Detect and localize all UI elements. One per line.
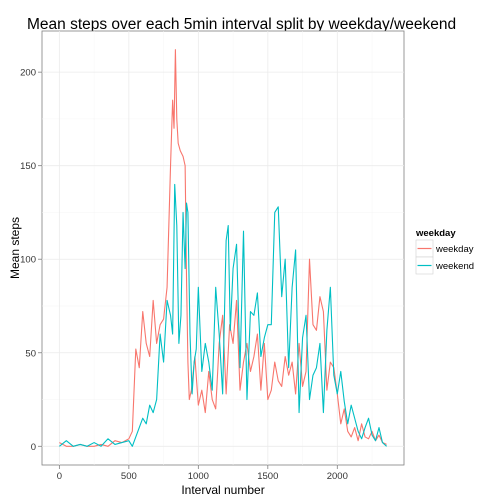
y-tick-label: 150: [20, 161, 36, 172]
y-axis-ticks: 0 50 100 150 200: [20, 68, 42, 453]
grid-minor: [42, 31, 404, 465]
legend: weekday weekday weekend: [415, 228, 474, 275]
legend-label-weekend: weekend: [435, 261, 474, 272]
chart-title: Mean steps over each 5min interval split…: [27, 16, 456, 33]
plot-panel: [41, 30, 405, 466]
y-tick-label: 200: [20, 68, 36, 79]
legend-title: weekday: [415, 228, 456, 239]
x-tick-label: 2000: [327, 471, 348, 482]
x-tick-label: 0: [57, 471, 62, 482]
x-axis-label: Interval number: [181, 483, 264, 497]
y-tick-label: 50: [25, 348, 36, 359]
series-line-weekend: [59, 183, 387, 447]
series-layer: [59, 49, 387, 447]
x-tick-label: 1000: [188, 471, 209, 482]
x-tick-label: 500: [121, 471, 137, 482]
y-tick-label: 0: [31, 442, 36, 453]
x-tick-label: 1500: [257, 471, 278, 482]
y-tick-label: 100: [20, 255, 36, 266]
legend-label-weekday: weekday: [435, 244, 474, 255]
x-axis-ticks: 0 500 1000 1500 2000: [57, 465, 348, 482]
y-axis-label: Mean steps: [8, 217, 22, 279]
